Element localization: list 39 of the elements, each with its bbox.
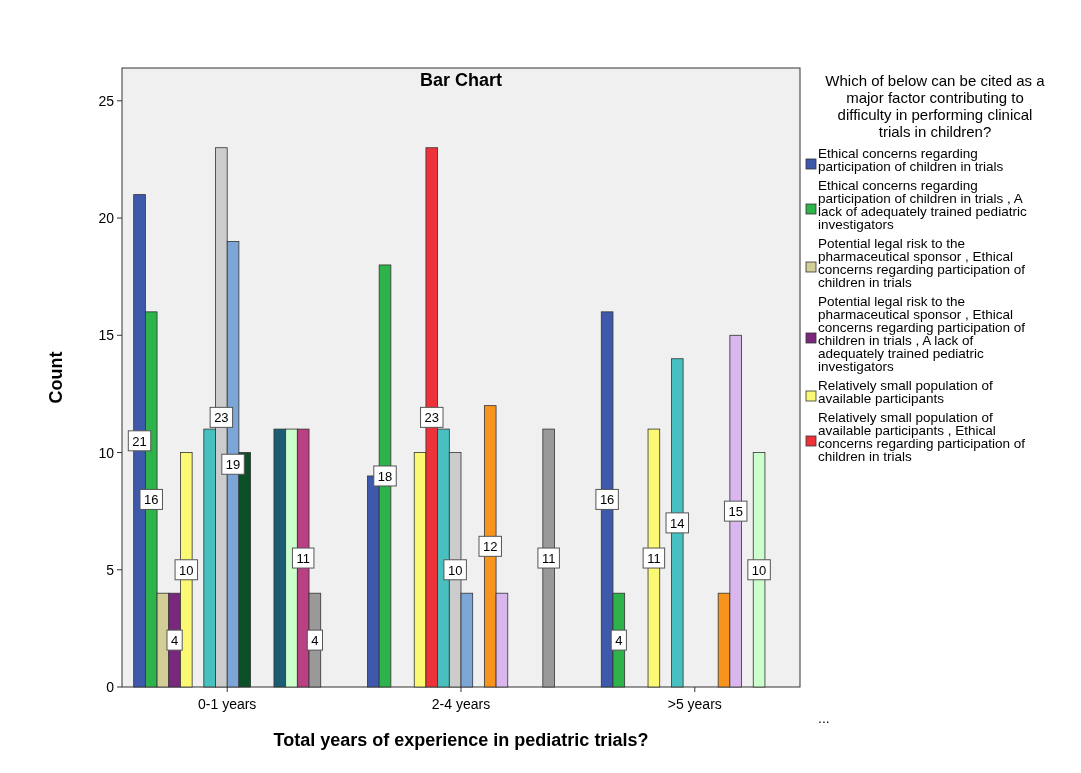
legend-label: Ethical concerns regarding participation of children in trials [818, 146, 1004, 174]
data-label: 10 [751, 562, 767, 578]
x-tick-label: 2-4 years [431, 696, 491, 712]
x-axis-title: Total years of experience in pediatric trials? [273, 730, 649, 750]
data-label: 4 [311, 633, 319, 649]
data-label: 10 [179, 562, 194, 578]
y-tick-label: 15 [98, 327, 115, 344]
data-label: 4 [170, 633, 179, 649]
text: ... [818, 710, 830, 726]
y-tick-label: 5 [106, 561, 115, 578]
data-label: 11 [647, 551, 661, 567]
legend-label: Relatively small population of available participants , Ethical concerns regarding participation of children in trials [818, 410, 1026, 464]
y-tick-label: 20 [98, 210, 115, 227]
legend-label: Relatively small population of available participants [818, 378, 994, 406]
data-label: 23 [424, 410, 440, 426]
y-tick-label: 10 [98, 444, 115, 461]
chart-title: Bar Chart [419, 70, 503, 90]
data-label: 23 [214, 410, 229, 426]
x-tick-label: 0-1 years [198, 696, 257, 712]
legend-label: Potential legal risk to the pharmaceutical sponsor , Ethical concerns regarding participation of children in trials [818, 236, 1026, 290]
data-label: 18 [377, 468, 393, 484]
data-label: 12 [482, 539, 498, 555]
data-label: 14 [670, 515, 685, 531]
y-axis-title: Count [46, 351, 66, 404]
legend-label: Ethical concerns regarding participation of children in trials , A lack of adequately trained pediatric investigators [818, 178, 1027, 232]
legend-label: Potential legal risk to the pharmaceutical sponsor , Ethical concerns regarding participation of children in trials , A lack of adequately trained pediatric investigators [818, 294, 1026, 374]
data-label: 16 [143, 492, 159, 508]
data-label: 11 [541, 551, 556, 567]
data-label: 10 [447, 562, 463, 578]
y-tick-label: 0 [106, 679, 115, 695]
x-tick-label: >5 years [667, 696, 722, 712]
legend-title: Which of below can be cited as a major factor contributing to difficulty in performing clinical trials in children? [825, 72, 1046, 140]
data-label: 19 [225, 457, 241, 473]
data-label: 16 [599, 492, 615, 508]
data-label: 21 [132, 433, 147, 449]
data-label: 11 [296, 551, 310, 567]
data-label: 15 [728, 504, 743, 520]
y-tick-label: 25 [98, 92, 115, 109]
data-label: 4 [615, 633, 623, 649]
